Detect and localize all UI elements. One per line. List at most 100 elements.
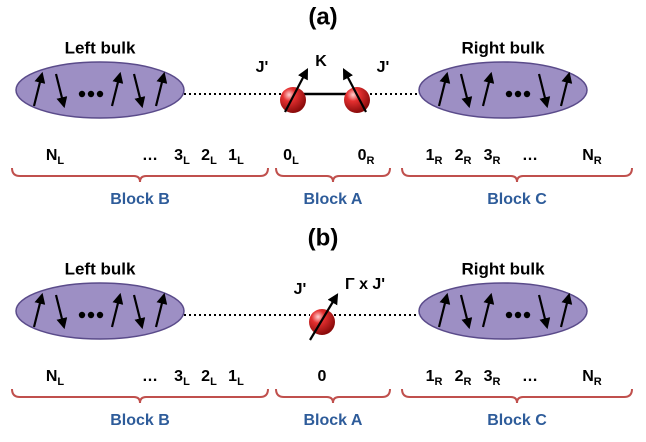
bracket bbox=[276, 389, 390, 403]
site-subscript: R bbox=[434, 376, 442, 388]
bulk-label: Right bulk bbox=[461, 38, 545, 57]
diagram: (a)Left bulkRight bulkJ'J'KNL…3L2L1L0L0R… bbox=[0, 0, 646, 442]
site-label: 2L bbox=[201, 147, 217, 167]
site-label: 1R bbox=[426, 147, 443, 167]
site-subscript: L bbox=[237, 155, 244, 167]
bracket bbox=[276, 168, 390, 182]
panel-label: (a) bbox=[308, 3, 337, 30]
site-name: 3 bbox=[484, 368, 493, 385]
site-subscript: L bbox=[183, 155, 190, 167]
site-name: 3 bbox=[174, 368, 183, 385]
site-name: 0 bbox=[283, 147, 292, 164]
site-name: 1 bbox=[426, 368, 435, 385]
site-name: 3 bbox=[174, 147, 183, 164]
dot bbox=[524, 91, 530, 97]
block-label: Block A bbox=[304, 191, 363, 208]
site-name: … bbox=[142, 147, 158, 164]
site-subscript: L bbox=[237, 376, 244, 388]
site-name: … bbox=[522, 368, 538, 385]
site-name: N bbox=[46, 368, 58, 385]
bulk-label: Left bulk bbox=[65, 259, 136, 278]
dot bbox=[97, 91, 103, 97]
site-label: NL bbox=[46, 368, 65, 388]
site-name: 2 bbox=[201, 147, 210, 164]
site-label: 2L bbox=[201, 368, 217, 388]
site-subscript: L bbox=[183, 376, 190, 388]
bulk-label: Left bulk bbox=[65, 38, 136, 57]
bracket bbox=[12, 389, 268, 403]
dot bbox=[79, 312, 85, 318]
panel-label: (b) bbox=[308, 224, 339, 251]
dot bbox=[515, 91, 521, 97]
site-subscript: L bbox=[210, 376, 217, 388]
site-subscript: R bbox=[492, 155, 500, 167]
block-label: Block C bbox=[487, 191, 547, 208]
site-subscript: R bbox=[594, 155, 602, 167]
dot bbox=[506, 91, 512, 97]
site-subscript: L bbox=[57, 155, 64, 167]
site-name: N bbox=[46, 147, 58, 164]
site-label: … bbox=[522, 147, 538, 164]
site-label: NR bbox=[582, 147, 602, 167]
site-label: 1L bbox=[228, 147, 244, 167]
site-subscript: R bbox=[492, 376, 500, 388]
coupling: K bbox=[315, 53, 327, 70]
site-label: 0 bbox=[318, 368, 327, 385]
site-subscript: L bbox=[210, 155, 217, 167]
block-label: Block B bbox=[110, 412, 170, 429]
dot bbox=[88, 312, 94, 318]
site-label: 3L bbox=[174, 368, 190, 388]
site-subscript: L bbox=[57, 376, 64, 388]
site-label: 2R bbox=[455, 147, 472, 167]
coupling: J' bbox=[377, 59, 390, 76]
bracket bbox=[12, 168, 268, 182]
block-label: Block A bbox=[304, 412, 363, 429]
left-bulk bbox=[16, 283, 184, 339]
left-bulk bbox=[16, 62, 184, 118]
site-subscript: L bbox=[292, 155, 299, 167]
dot bbox=[524, 312, 530, 318]
coupling: Γ x J' bbox=[345, 276, 385, 293]
bulk-label: Right bulk bbox=[461, 259, 545, 278]
site-label: … bbox=[142, 147, 158, 164]
right-bulk bbox=[419, 62, 587, 118]
bracket bbox=[402, 168, 632, 182]
site-name: 1 bbox=[228, 147, 237, 164]
spin-ball bbox=[280, 87, 306, 113]
site-label: NL bbox=[46, 147, 65, 167]
site-name: N bbox=[582, 147, 594, 164]
site-label: 0R bbox=[358, 147, 375, 167]
site-label: 3R bbox=[484, 368, 501, 388]
bracket bbox=[402, 389, 632, 403]
site-label: 1L bbox=[228, 368, 244, 388]
dot bbox=[515, 312, 521, 318]
dot bbox=[97, 312, 103, 318]
block-label: Block C bbox=[487, 412, 547, 429]
site-label: … bbox=[142, 368, 158, 385]
coupling: J' bbox=[294, 281, 307, 298]
site-label: 1R bbox=[426, 368, 443, 388]
site-subscript: R bbox=[594, 376, 602, 388]
block-label: Block B bbox=[110, 191, 170, 208]
site-name: 0 bbox=[318, 368, 327, 385]
site-subscript: R bbox=[463, 376, 471, 388]
site-name: 1 bbox=[426, 147, 435, 164]
site-name: 2 bbox=[455, 368, 464, 385]
site-label: … bbox=[522, 368, 538, 385]
site-name: 1 bbox=[228, 368, 237, 385]
coupling: J' bbox=[256, 59, 269, 76]
site-subscript: R bbox=[434, 155, 442, 167]
site-name: 0 bbox=[358, 147, 367, 164]
site-label: 3R bbox=[484, 147, 501, 167]
site-label: 2R bbox=[455, 368, 472, 388]
site-name: 3 bbox=[484, 147, 493, 164]
site-name: N bbox=[582, 368, 594, 385]
site-label: 0L bbox=[283, 147, 299, 167]
site-name: 2 bbox=[201, 368, 210, 385]
site-name: … bbox=[142, 368, 158, 385]
site-name: 2 bbox=[455, 147, 464, 164]
site-subscript: R bbox=[366, 155, 374, 167]
dot bbox=[506, 312, 512, 318]
site-label: NR bbox=[582, 368, 602, 388]
spin-ball bbox=[344, 87, 370, 113]
